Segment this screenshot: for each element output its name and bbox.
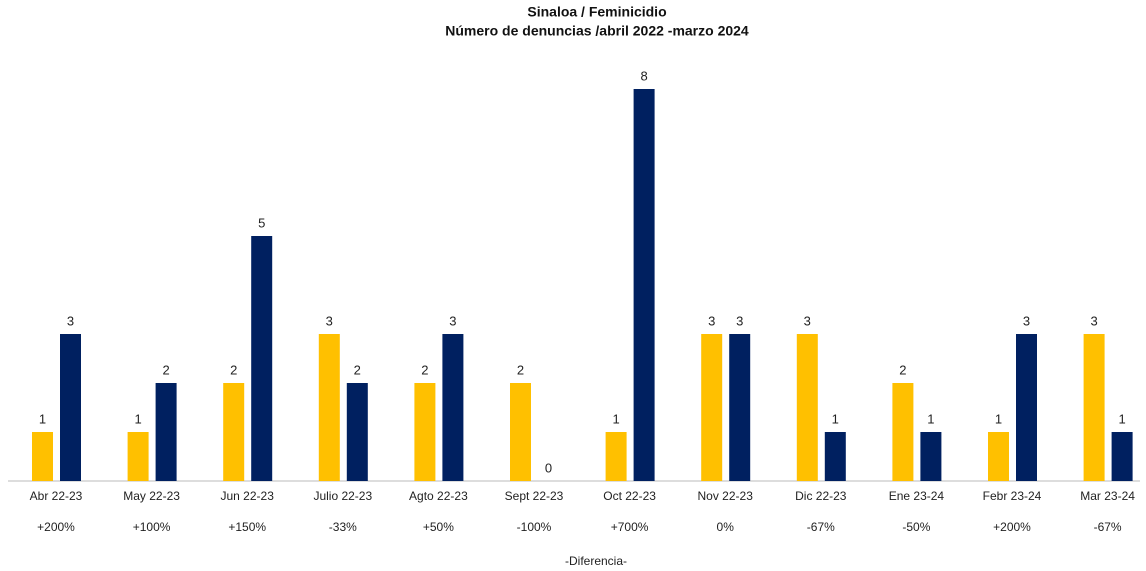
difference-label: 0%: [717, 520, 735, 534]
bar: [605, 432, 627, 481]
data-label: 2: [354, 362, 361, 377]
bar: [32, 432, 53, 481]
bar: [251, 236, 273, 481]
bar: [1083, 334, 1105, 481]
x-tick-label: Mar 23-24: [1080, 489, 1135, 503]
data-label: 1: [39, 411, 46, 426]
data-label: 3: [1023, 313, 1030, 328]
data-label: 1: [995, 411, 1002, 426]
data-label: 3: [326, 313, 333, 328]
difference-label: +150%: [228, 520, 266, 534]
data-label: 1: [134, 411, 141, 426]
bar: [729, 334, 751, 481]
data-label: 1: [612, 411, 619, 426]
bar: [60, 334, 81, 481]
data-label: 3: [708, 313, 715, 328]
data-label: 3: [449, 313, 456, 328]
bar: [1016, 334, 1037, 481]
x-tick-label: Dic 22-23: [795, 489, 847, 503]
x-tick-label: Nov 22-23: [698, 489, 754, 503]
chart-subtitle: Número de denuncias /abril 2022 -marzo 2…: [445, 23, 749, 39]
data-label: 8: [640, 68, 647, 83]
data-label: 1: [832, 411, 839, 426]
chart-title: Sinaloa / Feminicidio: [527, 4, 666, 20]
x-tick-label: May 22-23: [123, 489, 180, 503]
x-tick-label: Ene 23-24: [889, 489, 945, 503]
x-tick-label: Jun 22-23: [221, 489, 275, 503]
bar: [988, 432, 1009, 481]
difference-label: -33%: [329, 520, 357, 534]
x-axis-label: -Diferencia-: [565, 554, 627, 568]
bar: [796, 334, 818, 481]
data-label: 2: [421, 362, 428, 377]
bar: [155, 383, 177, 481]
difference-label: -67%: [807, 520, 835, 534]
bar: [318, 334, 340, 481]
bar: [414, 383, 436, 481]
data-label: 3: [67, 313, 74, 328]
bar: [920, 432, 942, 481]
difference-label: +50%: [423, 520, 454, 534]
x-tick-label: Sept 22-23: [505, 489, 564, 503]
data-label: 2: [899, 362, 906, 377]
bar: [127, 432, 149, 481]
bar: [1111, 432, 1133, 481]
difference-label: +200%: [37, 520, 75, 534]
bar: [510, 383, 531, 481]
bar: [633, 89, 655, 481]
data-label: 2: [517, 362, 524, 377]
data-label: 0: [545, 460, 552, 475]
bar: [824, 432, 846, 481]
x-tick-label: Oct 22-23: [603, 489, 656, 503]
difference-label: -67%: [1094, 520, 1122, 534]
difference-label: +700%: [611, 520, 649, 534]
x-tick-label: Febr 23-24: [983, 489, 1042, 503]
difference-label: +100%: [133, 520, 171, 534]
bar: [442, 334, 464, 481]
x-tick-label: Agto 22-23: [409, 489, 468, 503]
data-label: 1: [1118, 411, 1125, 426]
bar: [701, 334, 723, 481]
data-label: 2: [162, 362, 169, 377]
x-tick-label: Julio 22-23: [313, 489, 372, 503]
data-label: 3: [736, 313, 743, 328]
bar: [892, 383, 914, 481]
difference-label: -50%: [902, 520, 930, 534]
data-label: 3: [804, 313, 811, 328]
difference-label: +200%: [993, 520, 1031, 534]
bar: [346, 383, 368, 481]
difference-label: -100%: [517, 520, 552, 534]
x-tick-label: Abr 22-23: [30, 489, 83, 503]
data-label: 5: [258, 215, 265, 230]
data-label: 3: [1090, 313, 1097, 328]
data-label: 2: [230, 362, 237, 377]
bar: [223, 383, 245, 481]
data-label: 1: [927, 411, 934, 426]
